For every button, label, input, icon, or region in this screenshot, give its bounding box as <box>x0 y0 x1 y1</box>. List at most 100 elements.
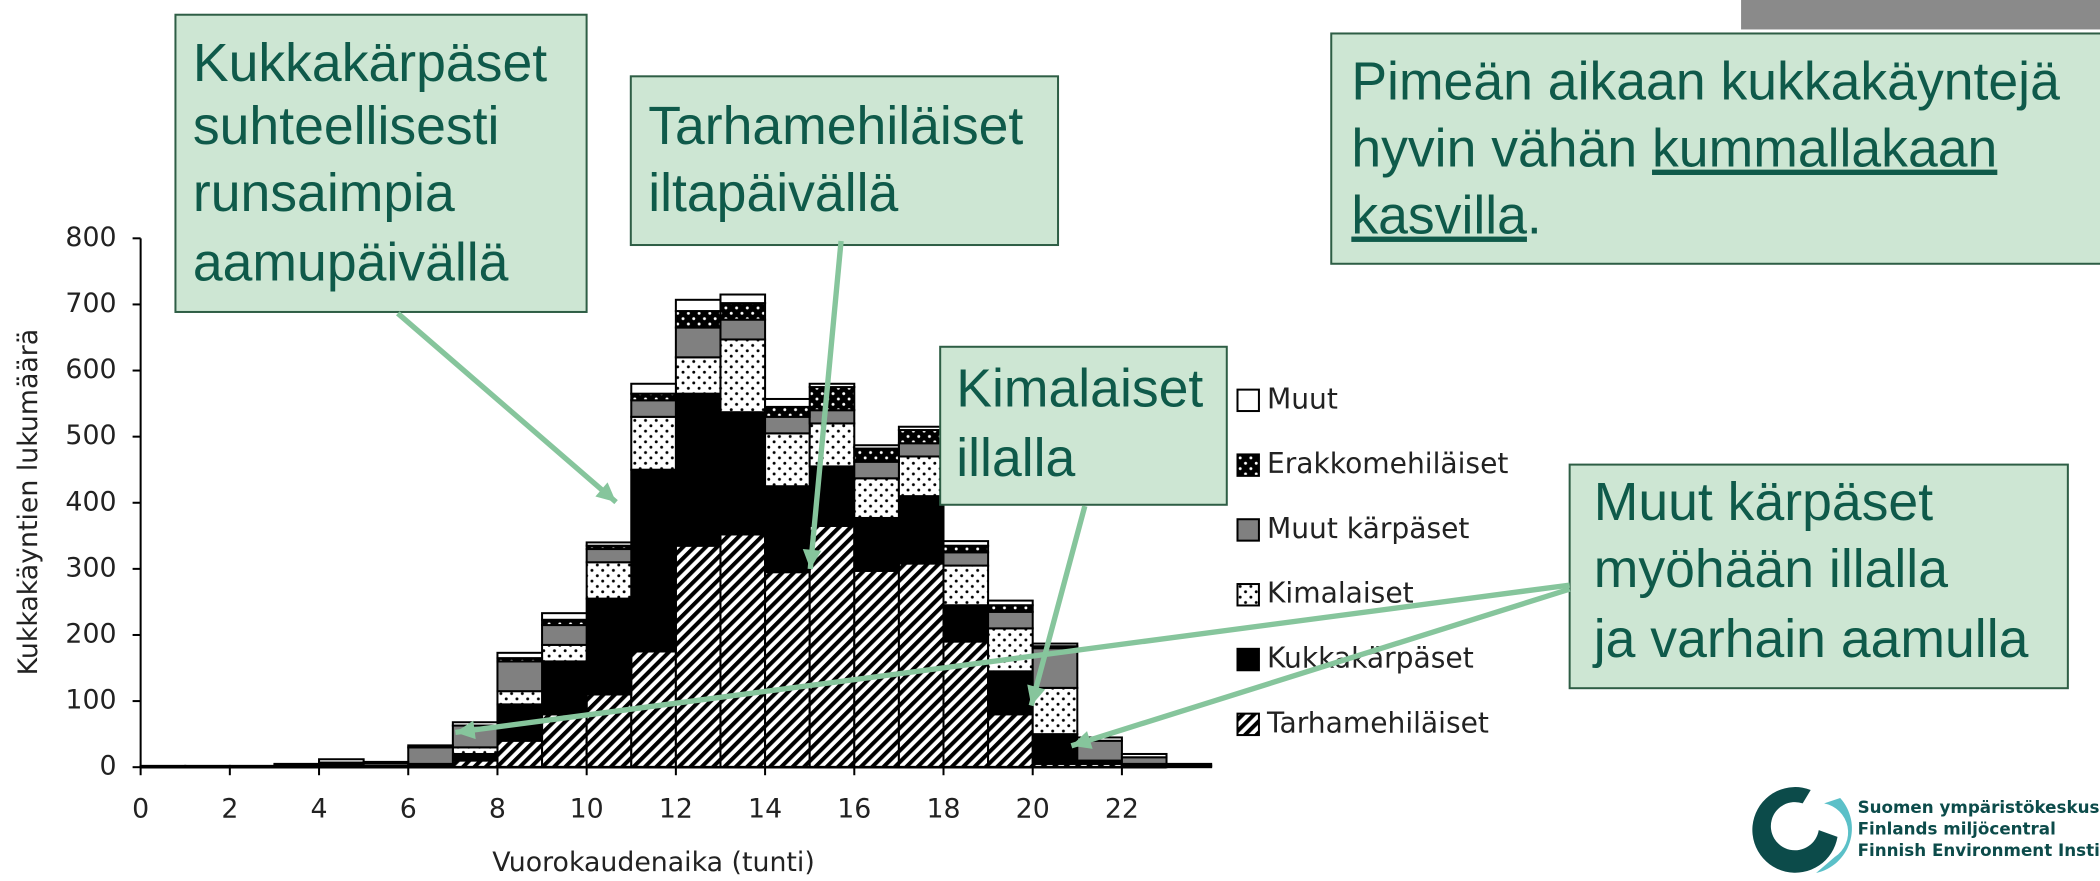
bar-segment <box>585 561 633 600</box>
bar-segment <box>942 540 990 547</box>
legend-label: Tarhamehiläiset <box>1266 706 1489 739</box>
bar-segment <box>897 425 945 432</box>
bar-segment <box>719 318 767 341</box>
bar-segment <box>719 338 767 414</box>
legend-label: Muut <box>1267 382 1338 415</box>
bar-segment <box>496 690 544 706</box>
annotation-text: Kukkakärpäset <box>193 34 547 93</box>
arrow-head <box>595 482 617 503</box>
bar-segment <box>585 597 633 696</box>
legend-swatch <box>1236 388 1260 413</box>
annotation-text: Kimalaiset <box>956 359 1203 418</box>
annotation-box <box>629 75 1060 247</box>
bar-segment <box>764 405 811 418</box>
bar-segment <box>987 627 1034 673</box>
annotation-text: Tarhamehiläiset <box>648 97 1023 156</box>
y-tick-label: 300 <box>65 552 116 583</box>
bar-segment <box>942 604 990 643</box>
legend-label: Muut kärpäset <box>1267 512 1469 545</box>
arrow-head <box>455 720 476 740</box>
annotation-segment: kasvilla <box>1351 187 1527 246</box>
bar-segment <box>719 302 767 321</box>
bar-segment <box>987 713 1034 769</box>
annotation-segment: Pimeän aikaan kukkakäyntejä <box>1351 53 2060 112</box>
arrow <box>807 240 844 570</box>
arrow <box>1070 586 1571 749</box>
y-tick-label: 0 <box>99 751 116 782</box>
bar-segment <box>630 399 677 418</box>
annotation-text: Muut kärpäset <box>1594 473 1933 532</box>
bar-segment <box>1031 686 1079 736</box>
x-tick-label: 0 <box>132 794 149 825</box>
bar-segment <box>764 397 811 408</box>
bar-segment <box>942 551 990 567</box>
bar-segment <box>362 760 410 765</box>
bar-segment <box>764 485 811 574</box>
bar-segment <box>630 468 677 653</box>
bar-segment <box>273 762 321 767</box>
bar-segment <box>630 415 677 471</box>
bar-segment <box>853 516 900 572</box>
annotation-text: iltapäivällä <box>648 164 898 223</box>
bar-segment <box>1120 752 1168 759</box>
annotation-box <box>174 13 588 313</box>
bar-segment <box>897 562 945 769</box>
bar-segment <box>897 442 945 458</box>
bar-segment <box>674 326 722 359</box>
bar-segment <box>853 569 900 769</box>
arrow <box>1028 505 1088 707</box>
legend-swatch <box>1236 453 1260 477</box>
bar-segment <box>808 382 856 389</box>
annotation-text: suhteellisesti <box>193 97 500 156</box>
bar-segment <box>585 548 633 564</box>
y-axis-label: Kukkakäyntien lukumäärä <box>13 329 44 675</box>
bar-segment <box>853 460 900 480</box>
logo-text: Finlands miljöcentral <box>1858 819 2056 839</box>
legend-label: Erakkomehiläiset <box>1267 447 1508 480</box>
bar-segment <box>585 541 633 547</box>
x-axis-label: Vuorokaudenaika (tunti) <box>492 847 815 878</box>
y-tick-label: 200 <box>65 618 116 649</box>
annotation-text: Pimeän aikaan kukkakäyntejä <box>1351 53 2060 112</box>
annotation-segment: hyvin vähän <box>1351 120 1652 179</box>
logo-mark <box>1752 787 1852 873</box>
x-tick-label: 22 <box>1105 794 1139 825</box>
bar-segment <box>407 746 454 765</box>
annotation-text: ja varhain aamulla <box>1592 610 2029 669</box>
x-tick-label: 4 <box>311 794 328 825</box>
annotation-box <box>1568 463 2069 690</box>
bar-segment <box>496 660 544 693</box>
annotation-text: hyvin vähän kummallakaan <box>1351 120 1997 179</box>
y-tick-label: 700 <box>65 288 116 319</box>
bar-segment <box>897 495 945 565</box>
y-tick-label: 800 <box>65 222 116 253</box>
bar-segment <box>407 744 454 749</box>
bar-segment <box>674 544 722 769</box>
x-tick-label: 18 <box>926 794 960 825</box>
legend-swatch <box>1236 647 1260 672</box>
bar-segment <box>541 612 588 621</box>
legend-swatch <box>1236 712 1260 737</box>
bar-segment <box>674 298 722 313</box>
bar-segment <box>1165 762 1213 766</box>
x-tick-label: 16 <box>837 794 871 825</box>
x-tick-label: 10 <box>570 794 604 825</box>
bar-segment <box>1031 733 1079 765</box>
bar-segment <box>318 758 365 764</box>
bar-segment <box>808 524 856 769</box>
bar-segment <box>987 599 1034 607</box>
annotation-text: myöhään illalla <box>1594 540 1948 599</box>
bar-segment <box>853 444 900 450</box>
bar-segment <box>987 610 1034 630</box>
logo-text: Suomen ympäristökeskus <box>1858 797 2100 817</box>
annotation-text: kasvilla. <box>1351 187 1541 246</box>
x-tick-label: 14 <box>748 794 782 825</box>
arrow-head <box>1071 731 1093 749</box>
logo-text: Finnish Environment Institute <box>1858 840 2100 860</box>
bar-segment <box>496 651 544 660</box>
annotation-text: aamupäivällä <box>193 234 509 293</box>
bar-segment <box>808 386 856 412</box>
bar-segment <box>764 415 811 435</box>
legend-label: Kimalaiset <box>1267 577 1414 610</box>
